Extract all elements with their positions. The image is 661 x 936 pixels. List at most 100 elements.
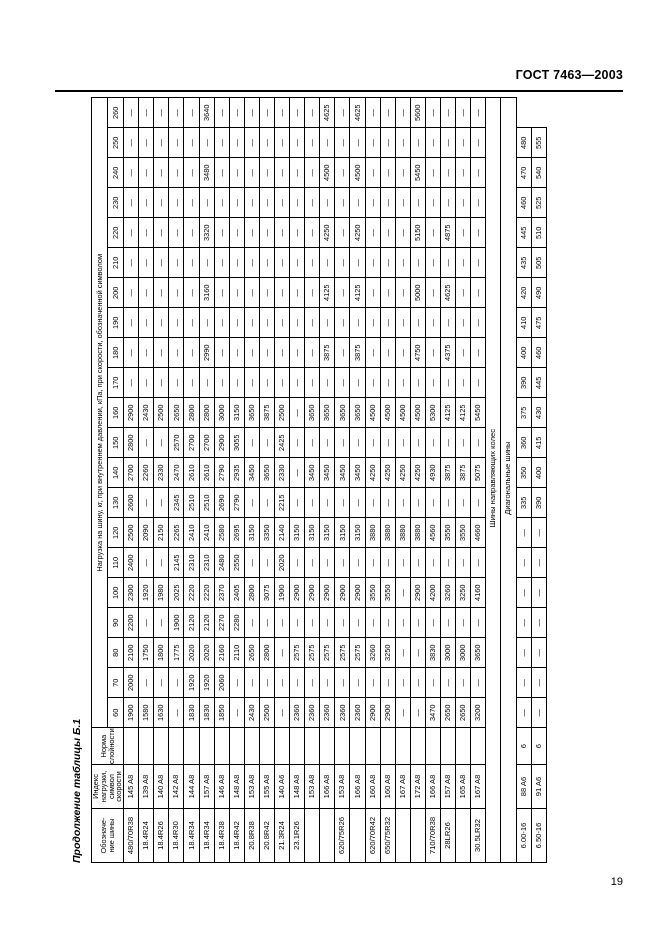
- cell-load-value: —: [138, 367, 154, 398]
- cell-load-value: 1630: [153, 697, 169, 728]
- cell-load-value: —: [168, 307, 184, 338]
- cell-load-value: 1900: [274, 577, 290, 608]
- cell-load-value: —: [424, 487, 441, 518]
- table-row: 20.8R38 153 A8 2430—2650—2800—3150—3450—36…: [243, 97, 259, 863]
- cell-load-value: —: [258, 127, 274, 158]
- cell-load-value: 3450: [304, 457, 320, 488]
- cell-load-value: —: [258, 187, 274, 218]
- cell-ply-rating: [394, 727, 410, 765]
- cell-load-value: —: [424, 277, 441, 308]
- cell-load-value: 2310: [198, 547, 214, 578]
- cell-load-value: —: [274, 187, 290, 218]
- cell-load-value: —: [258, 367, 274, 398]
- cell-designation: 6.00-16: [515, 808, 531, 863]
- cell-load-value: —: [334, 367, 350, 398]
- cell-load-value: 3200: [470, 697, 486, 728]
- cell-load-value: 2110: [228, 637, 244, 668]
- cell-load-value: 3150: [334, 517, 350, 548]
- cell-load-value: —: [213, 277, 229, 308]
- cell-load-value: 2650: [243, 637, 259, 668]
- cell-load-value: —: [379, 127, 395, 158]
- cell-load-value: —: [319, 307, 335, 338]
- cell-load-speed-index: 88 A6: [515, 764, 531, 809]
- cell-load-value: 435: [515, 247, 531, 278]
- pressure-column-header: 170: [107, 367, 124, 398]
- cell-load-speed-index: 140 A8: [153, 764, 169, 809]
- cell-load-value: 400: [515, 337, 531, 368]
- cell-load-speed-index: 167 A8: [470, 764, 486, 809]
- pressure-column-header: 90: [107, 607, 124, 638]
- cell-load-value: —: [258, 607, 274, 638]
- cell-load-value: 2330: [153, 457, 169, 488]
- cell-load-value: —: [349, 247, 365, 278]
- cell-ply-rating: 6: [515, 727, 531, 765]
- cell-load-value: —: [424, 307, 441, 338]
- cell-load-value: 1900: [123, 697, 139, 728]
- cell-load-value: —: [530, 637, 546, 668]
- cell-load-value: —: [394, 157, 410, 188]
- cell-load-value: —: [515, 517, 531, 548]
- cell-load-value: —: [424, 127, 441, 158]
- cell-load-value: —: [440, 607, 456, 638]
- cell-load-value: —: [153, 307, 169, 338]
- cell-load-value: —: [349, 667, 365, 698]
- cell-designation: [304, 808, 320, 863]
- cell-load-value: —: [440, 187, 456, 218]
- cell-load-value: —: [334, 127, 350, 158]
- cell-load-value: —: [183, 217, 199, 248]
- cell-load-value: —: [289, 217, 305, 248]
- cell-load-speed-index: 157 A8: [198, 764, 214, 809]
- cell-load-value: 1580: [138, 697, 154, 728]
- cell-load-value: —: [228, 157, 244, 188]
- cell-designation: [409, 808, 425, 863]
- cell-load-value: 3550: [455, 517, 471, 548]
- cell-load-value: 2220: [198, 577, 214, 608]
- cell-load-value: 525: [530, 187, 546, 218]
- cell-load-value: —: [274, 157, 290, 188]
- cell-designation: 18.4R30: [168, 808, 184, 863]
- cell-load-value: —: [394, 697, 410, 728]
- cell-load-value: —: [409, 307, 425, 338]
- cell-load-value: —: [258, 157, 274, 188]
- table-row: 153 A8 2360—2575—2900—3150—3450—3650— — — — —…: [304, 97, 320, 863]
- cell-load-value: 540: [530, 157, 546, 188]
- cell-load-value: 350: [515, 457, 531, 488]
- cell-load-value: —: [394, 127, 410, 158]
- cell-load-value: —: [274, 307, 290, 338]
- cell-load-value: 2690: [213, 487, 229, 518]
- cell-load-value: —: [289, 187, 305, 218]
- cell-load-value: —: [319, 127, 335, 158]
- cell-load-value: —: [138, 187, 154, 218]
- cell-load-value: 2900: [409, 577, 425, 608]
- cell-load-speed-index: 153 A8: [304, 764, 320, 809]
- cell-load-value: 1920: [183, 667, 199, 698]
- cell-load-value: —: [379, 157, 395, 188]
- table-row: 165 A8 2650—3000—3250—3550—3875—4125— — — — —…: [455, 97, 471, 863]
- cell-designation: 650/75R32: [379, 808, 395, 863]
- cell-load-value: —: [334, 277, 350, 308]
- cell-load-value: —: [409, 187, 425, 218]
- cell-load-value: 5075: [470, 457, 486, 488]
- cell-load-value: 360: [515, 427, 531, 458]
- cell-load-value: —: [153, 97, 169, 128]
- table-row: 21.3R24 140 A6— — — —1900 2020 2140 2215 2330 242…: [274, 97, 290, 863]
- cell-load-value: —: [258, 547, 274, 578]
- cell-load-value: —: [409, 607, 425, 638]
- cell-load-value: —: [213, 217, 229, 248]
- cell-load-value: —: [364, 97, 380, 128]
- cell-load-value: 460: [515, 187, 531, 218]
- cell-ply-rating: [424, 727, 441, 765]
- cell-load-speed-index: 145 A8: [123, 764, 139, 809]
- cell-designation: 480/70R38: [123, 808, 139, 863]
- cell-load-value: 2270: [213, 607, 229, 638]
- cell-load-value: —: [243, 307, 259, 338]
- cell-load-value: —: [394, 427, 410, 458]
- cell-load-value: 2370: [213, 577, 229, 608]
- cell-load-value: —: [440, 307, 456, 338]
- cell-load-value: —: [424, 187, 441, 218]
- pressure-column-header: 240: [107, 157, 124, 188]
- cell-load-value: 410: [515, 307, 531, 338]
- cell-load-value: —: [153, 247, 169, 278]
- cell-load-value: —: [379, 487, 395, 518]
